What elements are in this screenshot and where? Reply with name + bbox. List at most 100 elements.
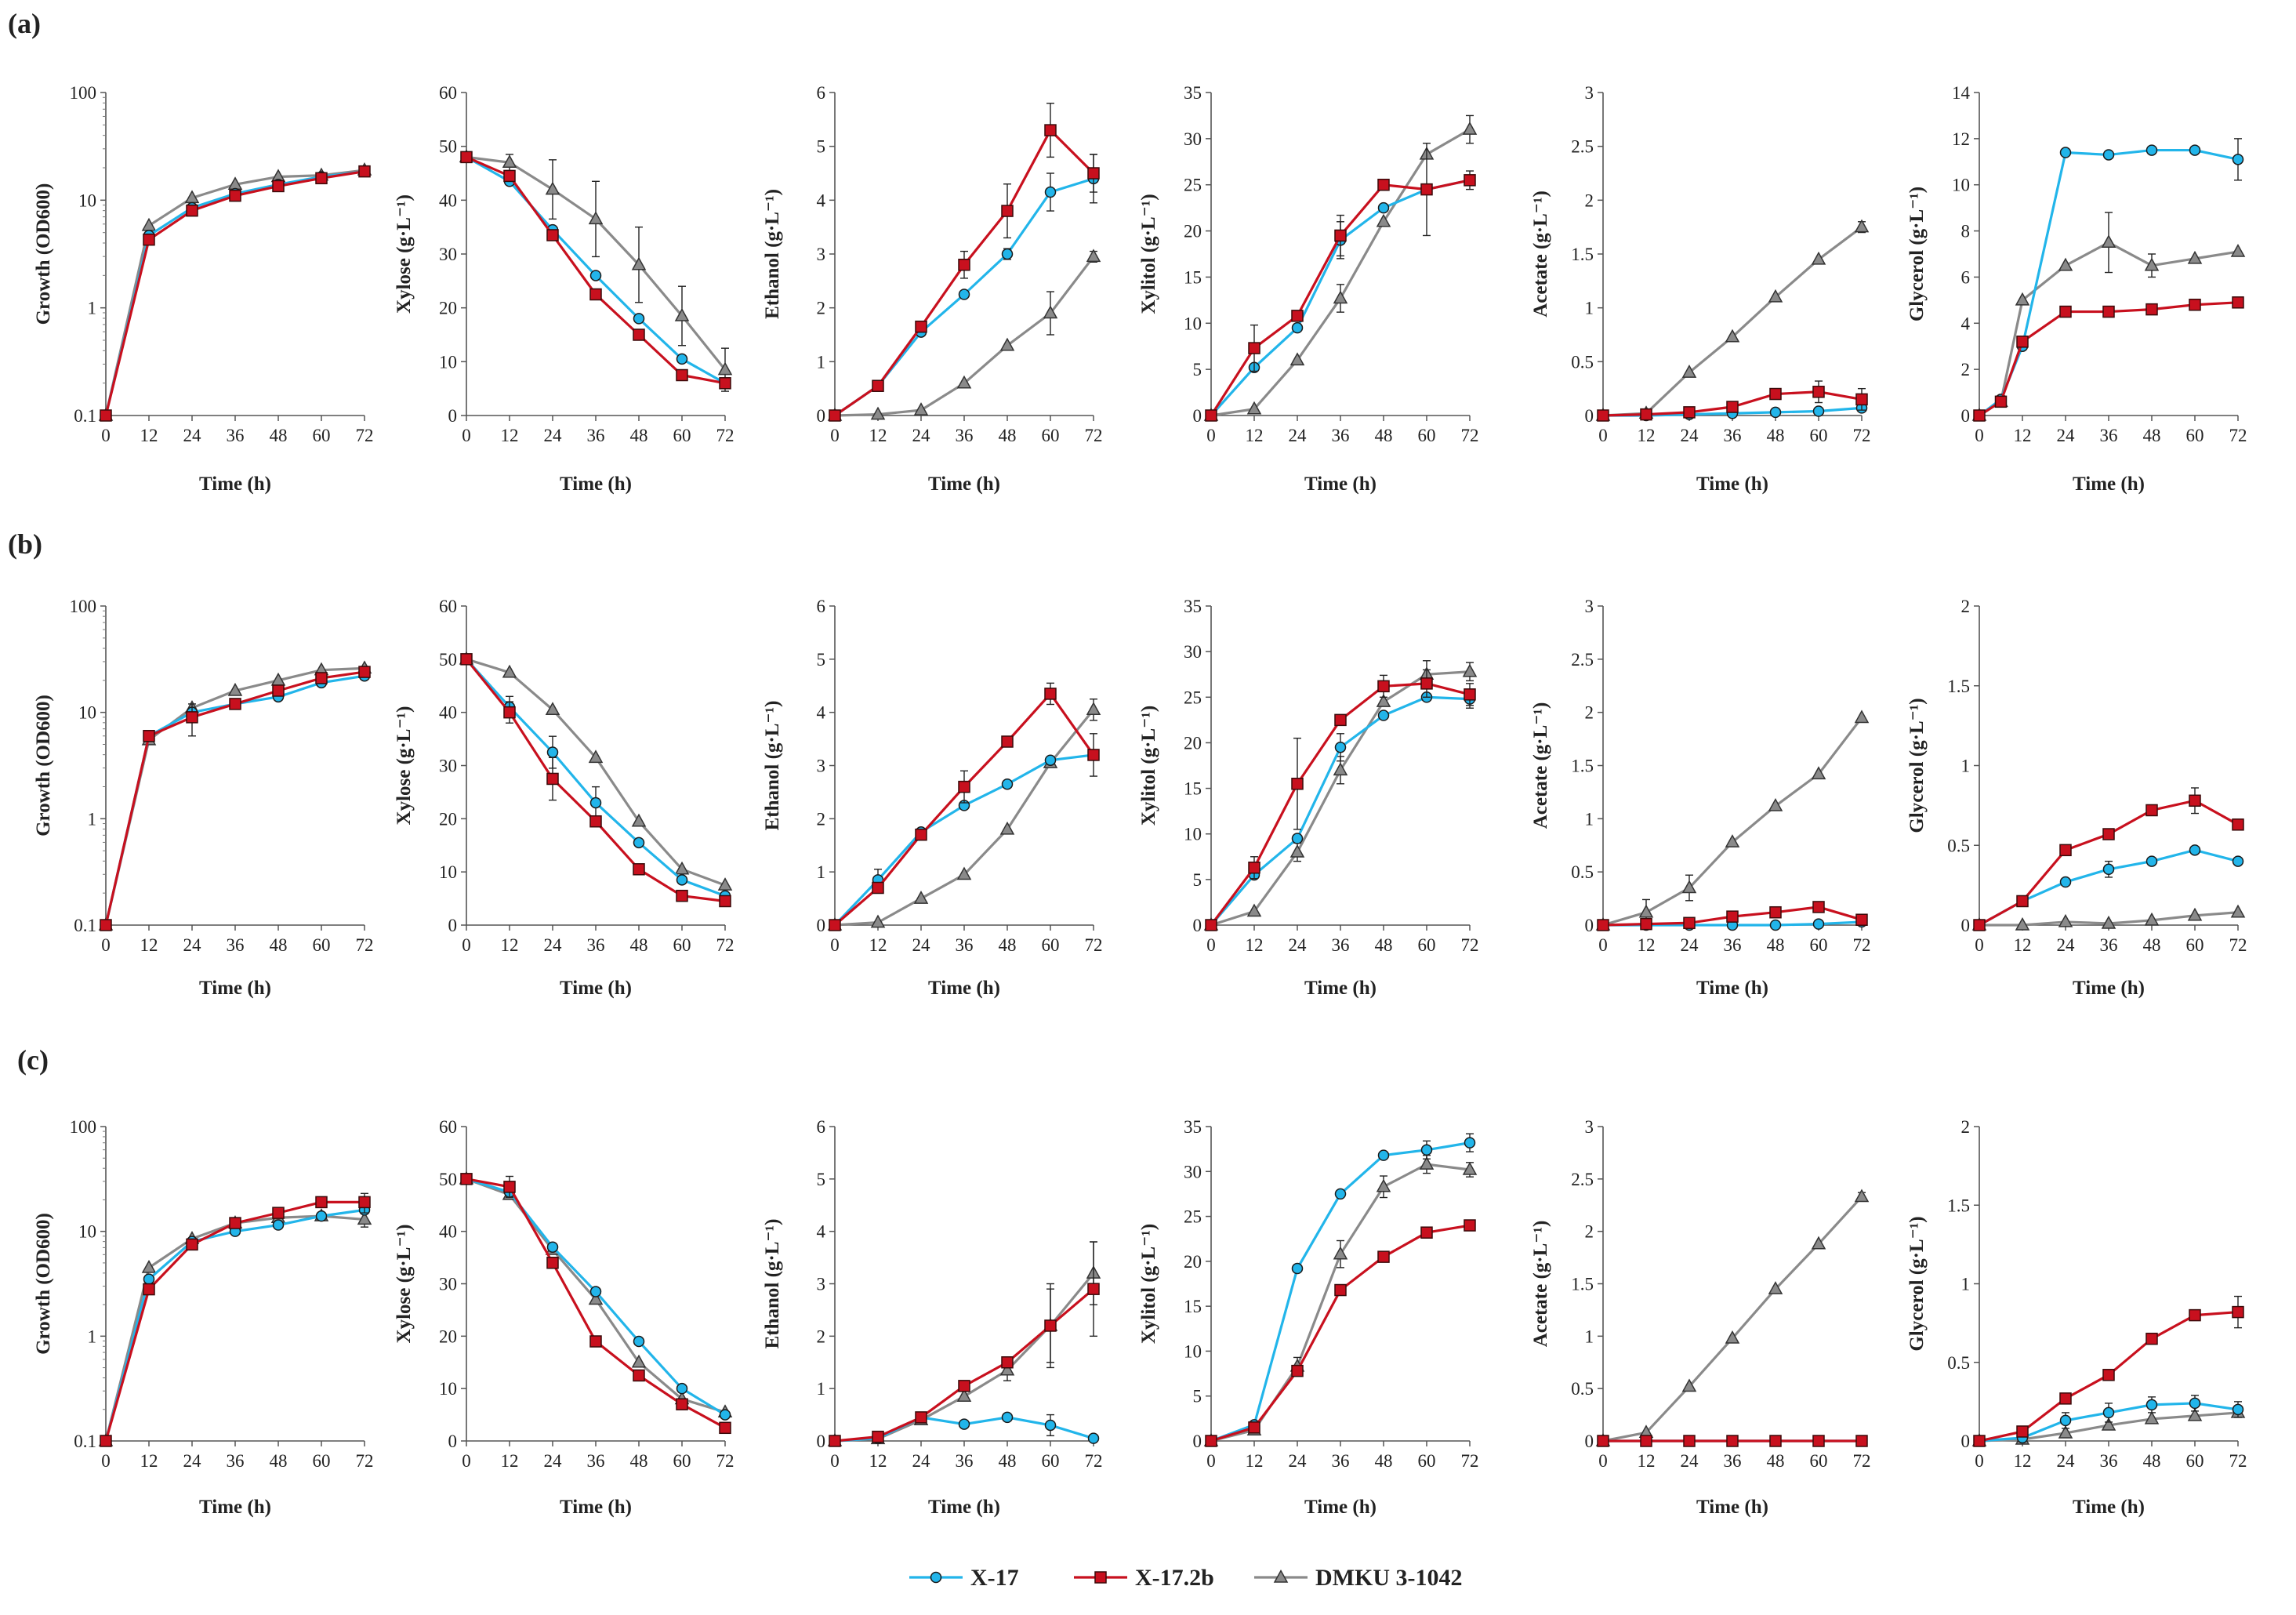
x-tick-label: 48 xyxy=(999,1451,1017,1471)
x-tick-label: 60 xyxy=(313,935,331,955)
data-point xyxy=(1044,124,1057,136)
x-tick-label: 0 xyxy=(462,935,471,955)
series-dmku-3-1042 xyxy=(1203,660,1478,931)
data-point xyxy=(315,172,328,185)
y-tick-label: 0 xyxy=(1961,916,1971,935)
x-tick-label: 48 xyxy=(630,935,648,955)
data-point xyxy=(872,379,884,392)
data-point xyxy=(1811,1236,1826,1250)
data-point xyxy=(143,730,155,742)
x-tick-label: 12 xyxy=(1246,935,1264,955)
data-point xyxy=(913,402,929,416)
data-point xyxy=(1597,1435,1609,1447)
x-tick-label: 24 xyxy=(544,426,563,445)
y-tick-label: 2 xyxy=(817,1326,826,1346)
data-point xyxy=(546,772,559,786)
y-tick-label: 3 xyxy=(1585,83,1594,103)
data-point xyxy=(1726,910,1739,923)
data-point xyxy=(589,270,602,281)
x-tick-label: 48 xyxy=(1375,426,1393,445)
x-tick-label: 72 xyxy=(356,935,374,955)
series-x-17-2b xyxy=(100,666,371,931)
y-axis-label: Acetate (g·L⁻¹) xyxy=(1530,1221,1551,1348)
data-point xyxy=(186,711,198,724)
x-tick-label: 48 xyxy=(2143,426,2161,445)
data-point xyxy=(1334,1283,1347,1297)
x-tick-label: 24 xyxy=(912,1451,931,1471)
x-tick-label: 0 xyxy=(101,1451,111,1471)
y-tick-label: 2.5 xyxy=(1571,137,1594,157)
series-x-17 xyxy=(1973,1395,2244,1447)
data-point xyxy=(2101,915,2116,929)
data-point xyxy=(2102,1406,2115,1419)
data-point xyxy=(2145,1399,2158,1411)
data-point xyxy=(1464,174,1476,187)
series-line xyxy=(104,674,365,926)
x-tick-label: 60 xyxy=(1418,935,1436,955)
data-point xyxy=(1291,321,1304,334)
y-tick-label: 1 xyxy=(1585,809,1594,829)
series-x-17 xyxy=(460,1173,731,1421)
series-line xyxy=(1602,1196,1863,1443)
data-point xyxy=(2232,1305,2244,1319)
x-tick-label: 0 xyxy=(1206,935,1216,955)
x-tick-label: 12 xyxy=(501,935,519,955)
y-axis-label: Xylose (g·L⁻¹) xyxy=(394,194,415,314)
data-point xyxy=(1597,919,1609,931)
data-point xyxy=(2230,904,2246,918)
data-point xyxy=(1087,167,1100,180)
y-tick-label: 1 xyxy=(1961,1275,1971,1294)
x-axis-label: Time (h) xyxy=(928,978,1000,999)
data-point xyxy=(2059,1392,2072,1405)
x-tick-label: 0 xyxy=(1975,935,1984,955)
data-point xyxy=(2145,303,2158,316)
data-point xyxy=(1725,1330,1740,1344)
legend-label: X-17.2b xyxy=(1135,1565,1214,1591)
series-x-17-2b xyxy=(1205,143,1476,422)
y-tick-label: 12 xyxy=(1952,129,1970,149)
series-line xyxy=(1979,301,2239,417)
data-point xyxy=(545,702,560,716)
data-point xyxy=(589,1335,602,1348)
y-tick-label: 15 xyxy=(1184,779,1202,799)
data-point xyxy=(2144,1410,2160,1424)
data-point xyxy=(2101,234,2116,249)
data-point xyxy=(2189,1308,2201,1322)
data-point xyxy=(2232,1403,2244,1416)
x-tick-label: 72 xyxy=(2229,1451,2247,1471)
y-axis-label: Xylitol (g·L⁻¹) xyxy=(1138,1224,1159,1344)
y-tick-label: 2.5 xyxy=(1571,650,1594,670)
y-tick-label: 10 xyxy=(1184,1341,1202,1361)
x-tick-label: 0 xyxy=(1206,426,1216,445)
x-tick-label: 12 xyxy=(1638,935,1656,955)
x-tick-label: 12 xyxy=(1246,1451,1264,1471)
data-point xyxy=(1973,919,1986,931)
y-tick-label: 30 xyxy=(439,245,457,264)
data-point xyxy=(2016,1425,2029,1438)
x-tick-label: 60 xyxy=(1418,426,1436,445)
x-axis-label: Time (h) xyxy=(560,978,632,999)
data-point xyxy=(1001,1356,1014,1369)
y-tick-label: 6 xyxy=(817,597,826,616)
y-tick-label: 0 xyxy=(1961,406,1971,426)
data-point xyxy=(2015,292,2030,306)
data-point xyxy=(589,288,602,301)
data-point xyxy=(315,1196,328,1209)
x-tick-label: 60 xyxy=(2186,426,2204,445)
chart-0-4: 0 0.5 1 1.5 2 2.5 3 0 12 24 36 48 60 72 Time (h) Acetat… xyxy=(1530,83,1871,495)
data-point xyxy=(315,672,328,684)
data-point xyxy=(2058,1424,2073,1439)
series-line xyxy=(1210,1163,1471,1443)
data-point xyxy=(1377,201,1390,214)
data-point xyxy=(143,1273,155,1285)
y-tick-label: 15 xyxy=(1184,1297,1202,1316)
series-x-17-2b xyxy=(1205,669,1476,931)
data-point xyxy=(717,361,733,376)
series-dmku-3-1042 xyxy=(98,162,372,421)
x-tick-label: 24 xyxy=(1289,426,1308,445)
y-tick-label: 50 xyxy=(439,1170,457,1189)
data-point xyxy=(2016,336,2029,348)
